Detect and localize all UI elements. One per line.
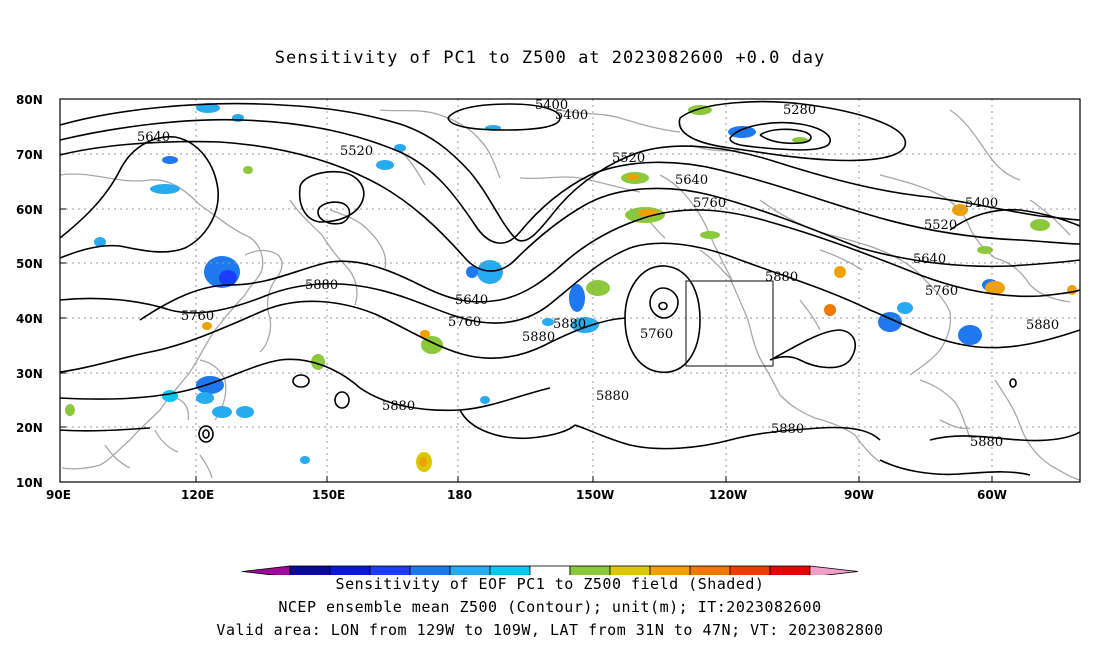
contour-label: 5760 (181, 309, 214, 324)
contour-label: 5760 (448, 315, 481, 330)
colorbar-swatch (369, 565, 411, 575)
contour-label: 5880 (1026, 318, 1059, 333)
colorbar-swatch (489, 565, 531, 575)
lon-label: 90E (46, 488, 71, 502)
ticks (60, 98, 993, 482)
contour-label: 5520 (924, 218, 957, 233)
latitude-labels: 80N 70N 60N 50N 40N 30N 20N 10N (16, 93, 43, 490)
colorbar-swatch (609, 565, 651, 575)
contour-labels: 5400 5400 5280 5640 5520 5520 5640 5760 … (137, 98, 1059, 450)
colorbar-swatch (689, 565, 731, 575)
colorbar: -0.9-0.8-0.7-0.6-0.5-0.420.420.50.60.70.… (241, 565, 859, 575)
colorbar-swatch (649, 565, 691, 575)
colorbar-swatch (569, 565, 611, 575)
contour-label: 5760 (925, 284, 958, 299)
lon-label: 120E (181, 488, 214, 502)
contour-label: 5640 (137, 130, 170, 145)
colorbar-swatch (449, 565, 491, 575)
map-frame (59, 98, 1081, 483)
lon-label: 120W (709, 488, 747, 502)
colorbar-swatch (729, 565, 771, 575)
contour-label: 5640 (455, 293, 488, 308)
lon-label: 150W (576, 488, 614, 502)
contour-label: 5880 (382, 399, 415, 414)
map-title: Sensitivity of PC1 to Z500 at 2023082600… (274, 48, 826, 68)
contour-label: 5640 (913, 252, 946, 267)
graticule (60, 99, 1080, 482)
z500-contours (59, 100, 1081, 476)
contour-label: 5880 (596, 389, 629, 404)
colorbar-swatch (529, 565, 571, 575)
colorbar-swatch (769, 565, 811, 575)
lat-label: 40N (16, 312, 43, 326)
contour-label: 5880 (553, 317, 586, 332)
lat-label: 30N (16, 367, 43, 381)
contour-label: 5880 (970, 435, 1003, 450)
lat-label: 10N (16, 476, 43, 490)
lat-label: 70N (16, 148, 43, 162)
lon-label: 60W (977, 488, 1007, 502)
contour-label: 5400 (965, 196, 998, 211)
z500-sensitivity-map: 5400 5400 5280 5640 5520 5520 5640 5760 … (16, 93, 1081, 575)
caption-contour: NCEP ensemble mean Z500 (Contour); unit(… (278, 598, 822, 616)
contour-label: 5520 (340, 144, 373, 159)
longitude-labels: 90E 120E 150E 180 150W 120W 90W 60W (46, 488, 1007, 502)
contour-label: 5640 (675, 173, 708, 188)
lon-label: 150E (312, 488, 345, 502)
contour-label: 5880 (522, 330, 555, 345)
colorbar-min-arrow (241, 565, 291, 575)
negative-sensitivity-shading (94, 103, 998, 464)
positive-sensitivity-shading (65, 105, 1077, 472)
caption-shading: Sensitivity of EOF PC1 to Z500 field (Sh… (335, 575, 765, 593)
contour-label: 5520 (612, 151, 645, 166)
lat-label: 80N (16, 93, 43, 107)
contour-label: 5880 (771, 422, 804, 437)
contour-label: 5880 (765, 270, 798, 285)
contour-label: 5400 (555, 108, 588, 123)
lat-label: 50N (16, 257, 43, 271)
lat-label: 20N (16, 421, 43, 435)
contour-label: 5280 (783, 103, 816, 118)
colorbar-swatch (289, 565, 331, 575)
contour-label: 5760 (640, 327, 673, 342)
contour-label: 5760 (693, 196, 726, 211)
colorbar-swatch (329, 565, 371, 575)
lon-label: 90W (844, 488, 874, 502)
caption-valid-area: Valid area: LON from 129W to 109W, LAT f… (216, 621, 884, 639)
colorbar-max-arrow (809, 565, 859, 575)
lon-label: 180 (447, 488, 472, 502)
contour-label: 5400 (535, 98, 568, 113)
colorbar-swatch (409, 565, 451, 575)
lat-label: 60N (16, 203, 43, 217)
contour-label: 5880 (305, 278, 338, 293)
valid-area-box (685, 280, 774, 367)
